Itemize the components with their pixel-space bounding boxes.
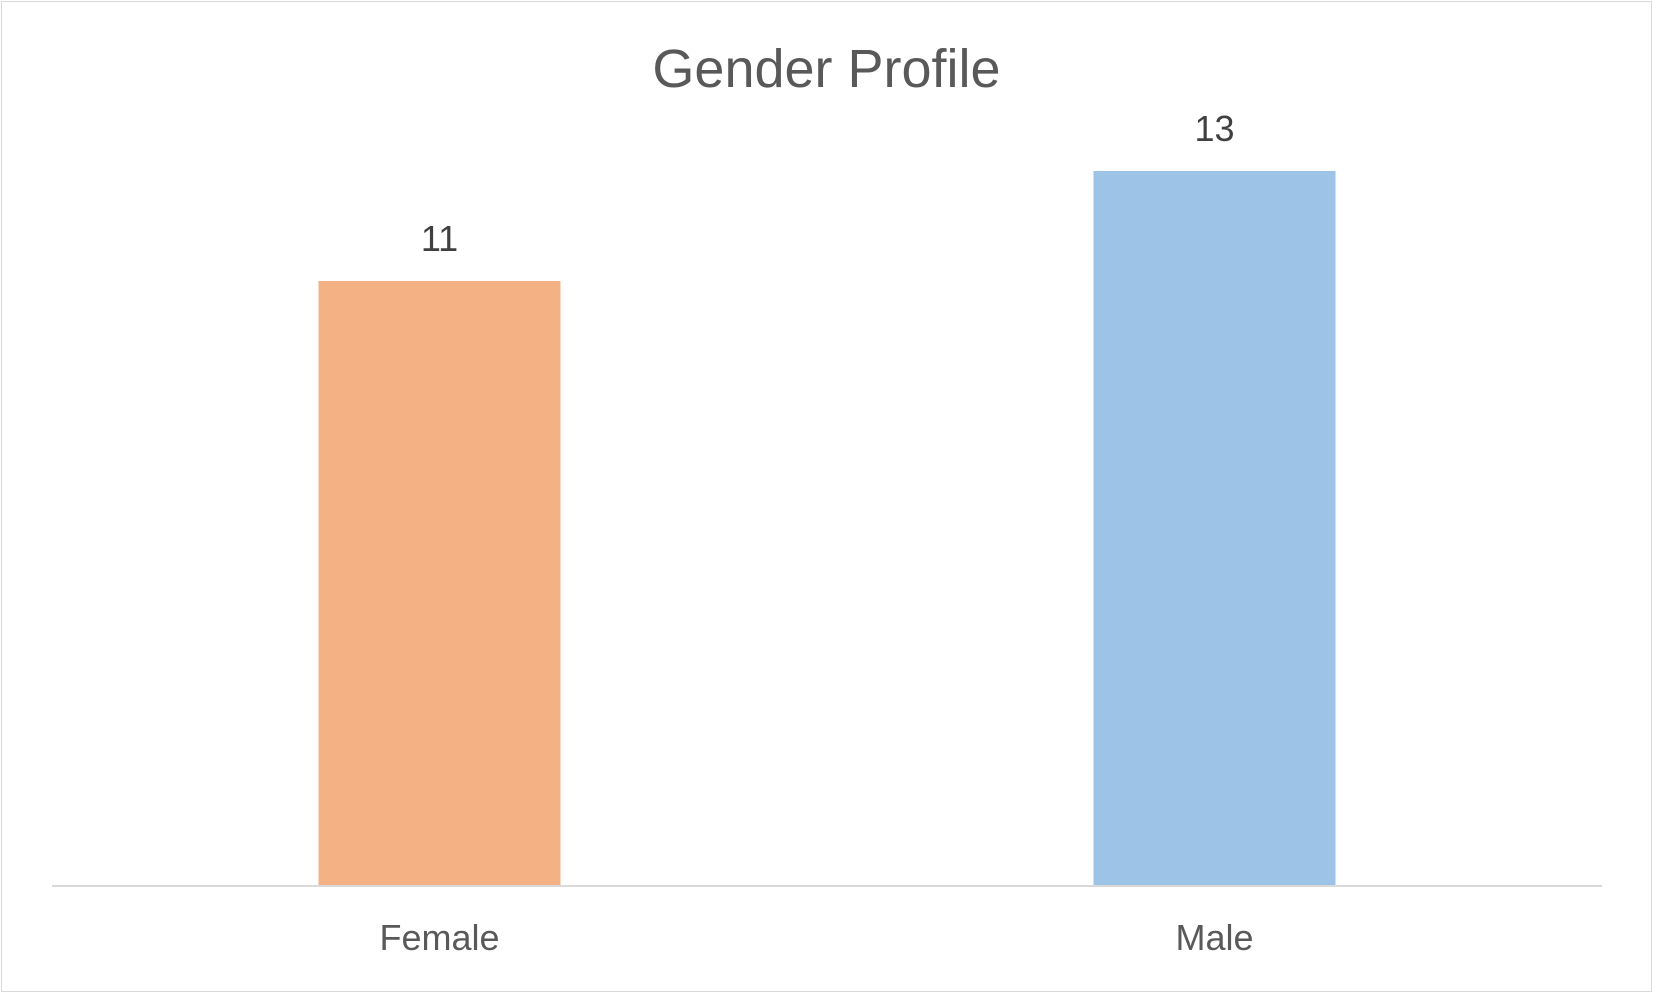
data-label-male: 13 [1194, 108, 1234, 149]
bar-female [318, 281, 561, 886]
x-tick-label-male: Male [1175, 917, 1253, 958]
x-tick-label-female: Female [379, 917, 499, 958]
bar-male [1093, 171, 1336, 886]
chart-title: Gender Profile [652, 39, 1001, 99]
data-label-female: 11 [421, 218, 458, 259]
